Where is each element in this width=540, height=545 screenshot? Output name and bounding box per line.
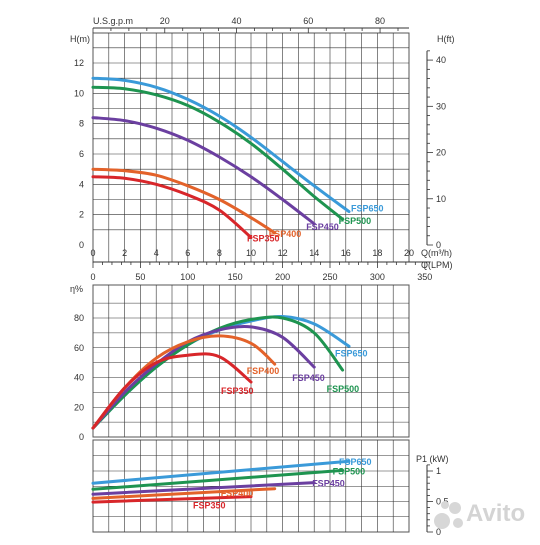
flow-lpm-tick-label: 150: [228, 272, 243, 282]
curve-eff-fsp350: [91, 352, 253, 430]
power-right-tick-label: 0: [436, 527, 441, 537]
top-axis-label: U.S.g.p.m: [93, 16, 133, 26]
series-label-head-fsp500: FSP500: [339, 216, 372, 226]
series-label-pow-fsp500: FSP500: [333, 466, 366, 476]
head-right-axis-label: H(ft): [437, 34, 455, 44]
eff-left-tick-label: 40: [74, 373, 84, 383]
eff-left-axis-label: η%: [70, 284, 83, 294]
flow-m3h-tick-label: 10: [246, 248, 256, 258]
head-right-tick-label: 0: [436, 240, 441, 250]
eff-left-tick-label: 80: [74, 313, 84, 323]
head-right-tick-label: 20: [436, 148, 446, 158]
series-label-pow-fsp350: FSP350: [193, 501, 226, 511]
power-right-tick-label: 1: [436, 466, 441, 476]
flow-m3h-tick-label: 12: [278, 248, 288, 258]
flow-m3h-tick-label: 16: [341, 248, 351, 258]
flow-m3h-tick-label: 4: [154, 248, 159, 258]
curve-eff-fsp400: [91, 334, 277, 430]
curve-pow-fsp400: [91, 487, 277, 500]
flow-lpm-tick-label: 50: [135, 272, 145, 282]
flow-lpm-tick-label: 250: [322, 272, 337, 282]
head-left-tick-label: 2: [79, 210, 84, 220]
top-axis-tick-label: 80: [375, 16, 385, 26]
head-right-tick-label: 10: [436, 194, 446, 204]
flow-lpm-tick-label: 300: [370, 272, 385, 282]
flow-lpm-tick-label: 100: [180, 272, 195, 282]
series-label-eff-fsp400: FSP400: [247, 366, 280, 376]
flow-m3h-tick-label: 2: [122, 248, 127, 258]
head-left-tick-label: 12: [74, 58, 84, 68]
flow-m3h-tick-label: 0: [90, 248, 95, 258]
series-label-pow-fsp400: FSP400: [221, 489, 254, 499]
head-left-tick-label: 0: [79, 240, 84, 250]
head-left-tick-label: 6: [79, 149, 84, 159]
head-left-tick-label: 8: [79, 119, 84, 129]
series-label-eff-fsp500: FSP500: [327, 384, 360, 394]
curve-eff-fsp450: [91, 325, 316, 430]
flow-m3h-tick-label: 8: [217, 248, 222, 258]
top-axis-tick-label: 60: [303, 16, 313, 26]
top-axis-tick-label: 40: [232, 16, 242, 26]
flow-lpm-axis-label: Q(LPM): [421, 260, 453, 270]
head-right-tick-label: 40: [436, 55, 446, 65]
series-label-eff-fsp350: FSP350: [221, 386, 254, 396]
eff-left-tick-label: 0: [79, 432, 84, 442]
series-label-head-fsp350: FSP350: [247, 233, 280, 243]
series-label-eff-fsp650: FSP650: [335, 348, 368, 358]
curve-head-fsp650: [91, 76, 351, 214]
watermark-text: Avito: [466, 500, 526, 527]
head-left-tick-label: 4: [79, 179, 84, 189]
flow-m3h-tick-label: 6: [185, 248, 190, 258]
avito-logo-icon: [434, 501, 463, 529]
curve-pow-fsp350: [91, 495, 253, 504]
series-label-pow-fsp650: FSP650: [339, 457, 372, 467]
series-label-head-fsp450: FSP450: [306, 222, 339, 232]
flow-lpm-tick-label: 0: [90, 272, 95, 282]
flow-lpm-tick-label: 200: [275, 272, 290, 282]
curve-pow-fsp650: [91, 459, 351, 485]
flow-m3h-tick-label: 14: [309, 248, 319, 258]
flow-m3h-tick-label: 18: [372, 248, 382, 258]
curve-head-fsp450: [91, 116, 316, 226]
series-label-pow-fsp450: FSP450: [312, 479, 345, 489]
power-right-tick-label: 0,5: [436, 497, 449, 507]
head-right-tick-label: 30: [436, 101, 446, 111]
top-axis-tick-label: 20: [160, 16, 170, 26]
curve-pow-fsp450: [91, 481, 316, 496]
watermark: Avito: [428, 494, 532, 534]
series-label-eff-fsp450: FSP450: [292, 373, 325, 383]
flow-m3h-axis-label: Q(m³/h): [421, 248, 452, 258]
flow-m3h-tick-label: 20: [404, 248, 414, 258]
curve-head-fsp500: [91, 85, 345, 221]
power-right-axis-label: P1 (kW): [416, 454, 449, 464]
series-label-head-fsp650: FSP650: [351, 204, 384, 214]
curve-head-fsp400: [91, 167, 277, 235]
curve-pow-fsp500: [91, 468, 345, 491]
curve-head-fsp350: [91, 175, 253, 239]
eff-left-tick-label: 20: [74, 402, 84, 412]
series-label-head-fsp400: FSP400: [269, 229, 302, 239]
head-left-axis-label: H(m): [70, 34, 90, 44]
head-left-tick-label: 10: [74, 88, 84, 98]
flow-lpm-tick-label: 350: [417, 272, 432, 282]
eff-left-tick-label: 60: [74, 343, 84, 353]
